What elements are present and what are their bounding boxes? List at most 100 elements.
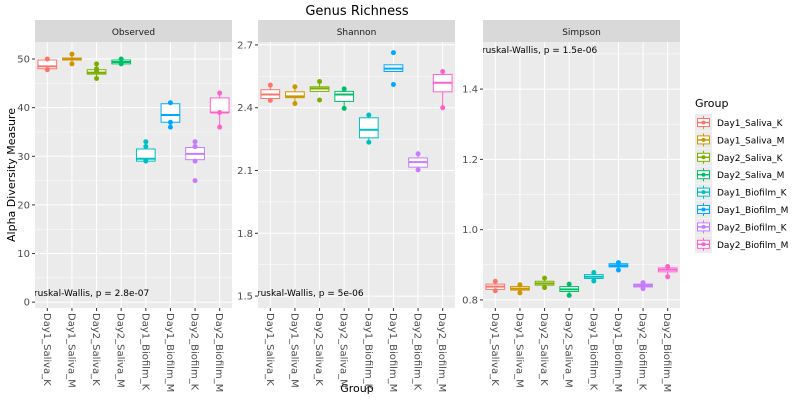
legend-label: Day1_Biofilm_M: [717, 206, 788, 216]
box-Day2_Saliva_M: [334, 86, 355, 111]
panel-observed: Observed 0 10 20 30 40 50 Day1_Saliva_K Day1_Sal…: [17, 20, 232, 392]
x-tick-label: Day2_Biofilm_M: [436, 313, 447, 392]
data-point: [292, 101, 298, 107]
kruskal-wallis-annotation: Kruskal-Wallis, p = 2.8e-07: [28, 289, 149, 299]
box: [160, 103, 181, 123]
data-point: [192, 139, 198, 145]
boxes: [37, 51, 230, 184]
box-Day2_Biofilm_K: [185, 139, 205, 184]
data-point: [44, 67, 50, 73]
y-tick-label: 1.0: [462, 225, 478, 236]
data-point: [217, 124, 223, 130]
kruskal-wallis-annotation: Kruskal-Wallis, p = 5e-06: [251, 289, 364, 299]
x-tick-label: Day2_Saliva_M: [338, 313, 349, 388]
data-point: [118, 56, 124, 62]
data-point: [317, 79, 323, 85]
data-point: [167, 100, 173, 106]
x-tick-label: Day1_Biofilm_M: [164, 313, 175, 392]
x-tick-label: Day2_Biofilm_M: [661, 313, 672, 392]
legend-item: Day2_Biofilm_K: [695, 218, 788, 236]
data-point: [615, 260, 621, 266]
data-point: [440, 105, 446, 111]
y-tick-label: 1.8: [237, 229, 253, 240]
x-tick-label: Day1_Biofilm_M: [612, 313, 623, 392]
data-point: [591, 270, 597, 276]
data-point: [217, 110, 223, 116]
data-point: [640, 286, 646, 292]
y-tick-label: 0.8: [462, 295, 478, 306]
data-point: [415, 167, 421, 173]
data-point: [615, 267, 621, 273]
data-point: [44, 56, 50, 62]
data-point: [440, 69, 446, 75]
data-point: [118, 61, 124, 67]
box: [334, 90, 355, 102]
data-point: [192, 158, 198, 164]
legend-item: Day2_Saliva_M: [695, 166, 784, 184]
x-tick-label: Day1_Saliva_K: [489, 313, 500, 386]
x-tick-label: Day1_Saliva_M: [288, 313, 299, 388]
chart-title: Genus Richness: [305, 4, 408, 19]
y-tick-label: 50: [17, 55, 30, 66]
x-tick-label: Day1_Biofilm_M: [387, 313, 398, 392]
box-Day1_Biofilm_K: [583, 270, 604, 284]
box-Day2_Biofilm_K: [408, 151, 428, 173]
y-tick-label: 2.1: [237, 166, 253, 177]
data-point: [517, 282, 523, 288]
legend-label: Day2_Saliva_K: [717, 154, 784, 164]
kruskal-wallis-annotation: Kruskal-Wallis, p = 1.5e-06: [476, 46, 597, 56]
data-point: [143, 158, 149, 164]
legend-title: Group: [695, 97, 729, 110]
y-tick-label: 1.4: [462, 85, 478, 96]
y-tick-label: 2.4: [237, 103, 253, 114]
x-tick-label: Day1_Biofilm_K: [362, 313, 373, 391]
legend-item: Day1_Biofilm_M: [695, 201, 788, 218]
box-Day2_Saliva_K: [86, 61, 107, 81]
legend-label: Day2_Biofilm_K: [717, 223, 788, 233]
box-Day1_Biofilm_M: [608, 260, 629, 273]
data-point: [492, 288, 498, 294]
data-point: [69, 61, 75, 67]
legend-point: [701, 190, 706, 195]
x-tick-label: Day2_Saliva_K: [538, 313, 549, 386]
data-point: [390, 81, 396, 87]
box-Day1_Saliva_M: [285, 84, 305, 107]
x-tick-label: Day2_Saliva_M: [563, 313, 574, 388]
data-point: [492, 278, 498, 284]
box: [285, 91, 305, 99]
data-point: [317, 97, 323, 103]
x-tick-label: Day2_Biofilm_K: [637, 313, 648, 391]
strip-label: Observed: [112, 28, 155, 38]
data-point: [542, 285, 548, 291]
data-point: [366, 139, 372, 145]
data-point: [143, 139, 149, 145]
y-tick-label: 1.5: [237, 292, 253, 303]
x-tick-label: Day2_Saliva_K: [90, 313, 101, 386]
box-Day1_Saliva_K: [485, 278, 506, 294]
box-Day2_Biofilm_K: [633, 280, 653, 292]
data-point: [341, 86, 347, 92]
panel-shannon: Shannon 1.5 1.8 2.1 2.4 2.7 Day1_Saliva_K Day1_…: [237, 20, 455, 392]
data-point: [192, 144, 198, 150]
box-Day2_Saliva_M: [111, 56, 132, 67]
data-point: [217, 90, 223, 96]
data-point: [665, 264, 671, 270]
box-Day1_Biofilm_M: [160, 100, 181, 130]
legend-point: [701, 224, 706, 229]
strip-background: [258, 20, 455, 42]
boxes: [485, 260, 678, 298]
legend-label: Day2_Saliva_M: [717, 171, 784, 181]
data-point: [267, 97, 273, 103]
x-tick-label: Day1_Biofilm_K: [139, 313, 150, 391]
panel-background: [483, 42, 680, 308]
legend-point: [701, 207, 706, 212]
data-point: [566, 292, 572, 298]
legend-point: [701, 242, 706, 247]
y-tick-label: 30: [17, 152, 30, 163]
x-axis-label: Group: [340, 382, 374, 395]
legend-item: Day2_Saliva_K: [695, 148, 784, 166]
panel-background: [35, 42, 232, 308]
legend-label: Day1_Biofilm_K: [717, 189, 788, 199]
x-tick-label: Day1_Saliva_M: [65, 313, 76, 388]
legend-item: Day2_Biofilm_M: [695, 235, 788, 253]
